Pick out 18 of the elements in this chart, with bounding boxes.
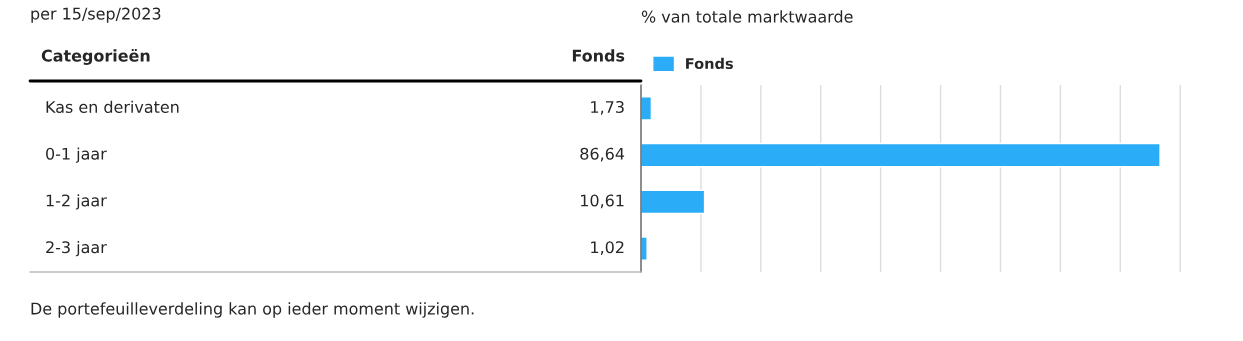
y-tick-label: 2-3 jaar [46, 240, 107, 257]
text: Categorieën [41, 49, 150, 65]
data-label: 1,73 [591, 100, 624, 115]
text: De portefeuilleverdeling kan op ieder moment wijzigen. [31, 302, 474, 318]
y-tick-label: 0-1 jaar [46, 147, 107, 163]
text: per 15/sep/2023 [31, 7, 161, 23]
bar [641, 142, 1161, 168]
data-label: 10,61 [581, 194, 624, 209]
chart-title: % van totale marktwaarde [641, 10, 853, 23]
bar [641, 236, 648, 262]
bar [641, 95, 653, 121]
bar [641, 189, 706, 215]
data-label: 86,64 [580, 147, 625, 162]
legend-label: Fonds [686, 57, 733, 70]
y-tick-label: 1-2 jaar [46, 194, 107, 210]
text: Fonds [572, 49, 625, 62]
y-tick-label: Kas en derivaten [46, 100, 179, 114]
data-label: 1,02 [591, 241, 624, 255]
